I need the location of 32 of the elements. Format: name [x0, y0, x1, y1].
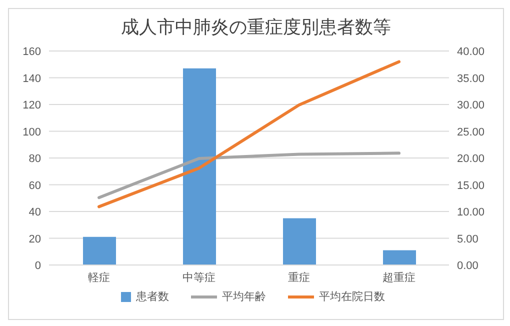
y-tick-label: 160: [22, 46, 41, 58]
y2-tick-label: 10.00: [457, 206, 485, 218]
y-tick-label: 60: [28, 180, 41, 192]
y-tick-label: 80: [28, 153, 41, 165]
y2-tick-label: 20.00: [457, 153, 485, 165]
y-tick-label: 120: [22, 100, 41, 112]
x-tick-label: 超重症: [382, 270, 416, 284]
y-tick-label: 0: [34, 260, 41, 272]
y-tick-label: 40: [28, 206, 41, 218]
y2-tick-label: 25.00: [457, 126, 485, 138]
x-tick-label: 中等症: [182, 270, 216, 284]
legend-label: 平均在院日数: [319, 290, 385, 304]
x-tick-label: 軽症: [88, 270, 110, 284]
bar: [183, 68, 216, 265]
line-series: [98, 152, 400, 200]
x-tick-label: 重症: [288, 270, 310, 284]
legend-label: 平均年齢: [222, 290, 266, 304]
line-series: [98, 60, 400, 208]
y-tick-label: 140: [22, 72, 41, 85]
y2-tick-label: 35.00: [457, 72, 485, 85]
bar: [83, 236, 116, 265]
bar: [383, 250, 416, 265]
y2-tick-label: 30.00: [457, 100, 485, 112]
legend-label: 患者数: [136, 290, 169, 304]
y-tick-label: 100: [22, 126, 41, 138]
chart-title: 成人市中肺炎の重症度別患者数等: [120, 16, 392, 39]
y2-tick-label: 15.00: [457, 180, 485, 192]
bar: [283, 218, 316, 265]
y-tick-label: 20: [28, 233, 41, 246]
y2-tick-label: 5.00: [457, 233, 478, 246]
y2-tick-label: 40.00: [457, 46, 485, 58]
y2-tick-label: 0.00: [457, 260, 478, 272]
